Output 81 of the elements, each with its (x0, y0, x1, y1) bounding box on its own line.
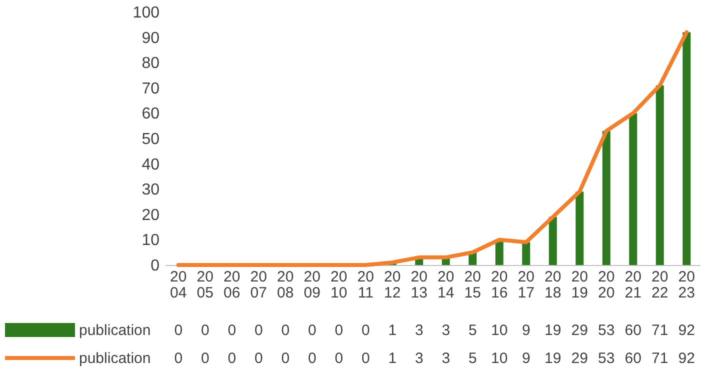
data-label: 92 (678, 322, 695, 339)
data-label: 92 (678, 350, 695, 367)
data-label: 0 (308, 322, 316, 339)
x-tick-label: 2006 (224, 268, 240, 302)
data-label: 60 (624, 350, 642, 367)
data-label: 0 (281, 350, 290, 367)
x-tick-label: 2022 (652, 268, 668, 302)
data-label: 10 (491, 322, 508, 339)
data-label: 0 (228, 322, 236, 339)
x-tick-label: 2008 (277, 268, 294, 302)
data-label: 0 (361, 350, 370, 367)
data-label: 0 (334, 350, 344, 367)
data-label: 71 (652, 322, 668, 339)
x-tick-label: 2004 (170, 268, 187, 302)
x-tick-label: 2007 (250, 268, 267, 302)
y-tick-label: 60 (142, 106, 160, 123)
line-series (176, 30, 689, 267)
data-label: 5 (468, 350, 477, 367)
x-tick-label: 2017 (518, 268, 534, 302)
data-label: 10 (491, 350, 508, 367)
x-tick-label: 2020 (598, 268, 615, 302)
data-label: 71 (652, 350, 668, 367)
bar (682, 32, 691, 265)
x-tick-label: 2005 (196, 268, 214, 302)
bar (656, 85, 664, 265)
data-label: 3 (442, 322, 450, 339)
x-tick-label: 2015 (464, 268, 481, 302)
data-label: 3 (414, 350, 424, 367)
x-tick-label: 2018 (544, 268, 562, 302)
y-tick-label: 10 (142, 232, 160, 250)
x-tick-label: 2010 (330, 268, 348, 302)
x-tick-label: 2021 (624, 268, 642, 302)
data-label: 3 (442, 350, 450, 367)
data-label: 53 (598, 322, 615, 339)
y-tick-label: 100 (132, 4, 160, 22)
data-label: 0 (334, 322, 344, 339)
y-tick-label: 80 (142, 55, 160, 72)
data-label: 9 (522, 322, 530, 339)
data-label: 1 (388, 350, 397, 367)
x-tick-label: 2019 (571, 268, 588, 302)
data-label: 0 (254, 322, 263, 339)
y-tick-label: 40 (142, 156, 160, 174)
y-tick-label: 0 (150, 258, 160, 274)
legend-label: publication (79, 350, 151, 367)
x-tick-label: 2023 (678, 268, 695, 302)
data-label: 0 (361, 322, 370, 339)
bar (629, 113, 638, 265)
data-label: 0 (200, 350, 210, 367)
data-label: 0 (281, 322, 290, 339)
bar (548, 216, 557, 265)
data-label: 1 (388, 322, 397, 339)
data-label: 3 (414, 322, 424, 339)
data-label: 0 (200, 322, 210, 339)
legend-label: publication (79, 322, 151, 339)
data-label: 5 (468, 322, 477, 339)
y-tick-label: 50 (142, 131, 160, 148)
y-tick-label: 20 (142, 206, 160, 224)
x-tick-label: 2014 (438, 268, 454, 302)
data-label: 19 (544, 322, 562, 339)
y-tick-label: 90 (142, 30, 160, 47)
x-tick-label: 2016 (491, 268, 508, 302)
x-tick-label: 2011 (357, 268, 374, 302)
data-label: 53 (598, 350, 615, 367)
bar (576, 192, 584, 265)
x-tick-label: 2012 (384, 268, 401, 302)
data-label: 29 (571, 350, 588, 367)
x-tick-label: 2009 (304, 268, 320, 302)
data-label: 0 (174, 322, 183, 339)
data-label: 0 (308, 350, 316, 367)
bar (522, 242, 530, 265)
data-label: 19 (544, 350, 562, 367)
data-label: 60 (624, 322, 642, 339)
data-label: 29 (571, 322, 588, 339)
data-label: 9 (522, 350, 530, 367)
data-label: 0 (254, 350, 263, 367)
y-tick-label: 30 (142, 182, 160, 199)
x-tick-label: 2013 (410, 268, 428, 302)
y-tick-label: 70 (142, 80, 160, 98)
data-label: 0 (228, 350, 236, 367)
data-label: 0 (174, 350, 183, 367)
bar (602, 130, 610, 265)
